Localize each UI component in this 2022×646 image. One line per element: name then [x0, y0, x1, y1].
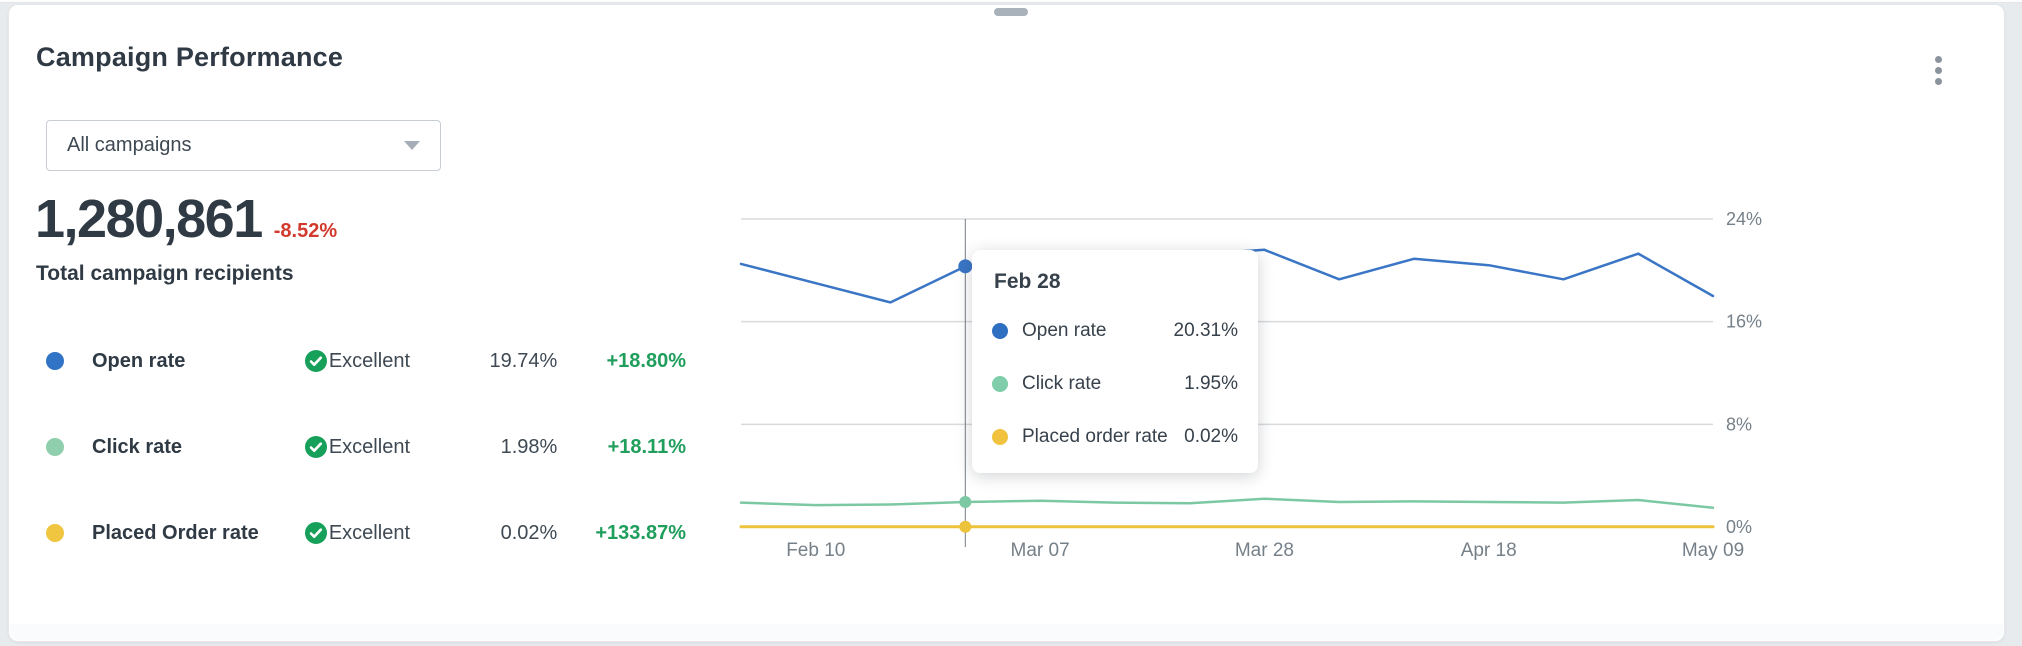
campaign-filter-dropdown[interactable]: All campaigns: [46, 120, 441, 171]
status-text: Excellent: [328, 349, 410, 372]
kebab-menu-icon[interactable]: [1924, 50, 1952, 90]
status-badge: Excellent: [304, 435, 454, 459]
campaign-filter-value: All campaigns: [67, 134, 192, 156]
metric-change: +133.87%: [595, 521, 686, 544]
click-rate-dot-icon: [46, 438, 64, 456]
drag-handle[interactable]: [994, 8, 1028, 16]
status-text: Excellent: [328, 521, 410, 544]
open-rate-dot-icon: [46, 352, 64, 370]
metric-label: Open rate: [92, 349, 186, 372]
status-badge: Excellent: [304, 349, 454, 373]
metric-label: Click rate: [92, 435, 183, 458]
metric-change: +18.11%: [607, 435, 686, 458]
chart-tooltip: Feb 28 Open rate 20.31% Click rate 1.95%…: [972, 250, 1258, 473]
card-footer-shade: [10, 624, 2003, 640]
chevron-down-icon: [404, 141, 420, 150]
click-rate-dot-icon: [992, 376, 1008, 392]
metric-value: 19.74%: [489, 349, 558, 372]
tooltip-row-placed-order-rate: Placed order rate 0.02%: [992, 426, 1238, 448]
status-text: Excellent: [328, 435, 410, 458]
tooltip-value: 20.31%: [1173, 320, 1238, 341]
metric-label: Placed Order rate: [92, 521, 259, 544]
tooltip-label: Open rate: [1022, 320, 1107, 341]
check-circle-icon: [304, 350, 327, 372]
total-recipients-change: -8.52%: [273, 220, 338, 242]
open-rate-dot-icon: [992, 323, 1008, 339]
metric-row-open-rate: Open rate Excellent 19.74% +18.80%: [36, 347, 686, 375]
check-circle-icon: [304, 522, 327, 544]
metric-row-click-rate: Click rate Excellent 1.98% +18.11%: [36, 433, 686, 461]
metric-value: 0.02%: [500, 521, 558, 544]
page-title: Campaign Performance: [36, 42, 344, 72]
tooltip-label: Placed order rate: [1022, 426, 1168, 447]
tooltip-label: Click rate: [1022, 373, 1102, 394]
summary-block: 1,280,861 -8.52%: [35, 192, 337, 246]
page-top-edge: [0, 0, 2022, 3]
tooltip-row-open-rate: Open rate 20.31%: [992, 320, 1238, 342]
status-badge: Excellent: [304, 521, 454, 545]
placed-order-rate-dot-icon: [992, 429, 1008, 445]
tooltip-row-click-rate: Click rate 1.95%: [992, 373, 1238, 395]
tooltip-date: Feb 28: [994, 270, 1061, 293]
check-circle-icon: [304, 436, 327, 458]
tooltip-value: 0.02%: [1184, 426, 1238, 447]
metric-value: 1.98%: [500, 435, 558, 458]
tooltip-value: 1.95%: [1184, 373, 1238, 394]
total-recipients-label: Total campaign recipients: [36, 262, 294, 285]
total-recipients-value: 1,280,861: [35, 189, 263, 249]
metric-row-placed-order-rate: Placed Order rate Excellent 0.02% +133.8…: [36, 519, 686, 547]
placed-order-rate-dot-icon: [46, 524, 64, 542]
metric-change: +18.80%: [606, 349, 686, 372]
